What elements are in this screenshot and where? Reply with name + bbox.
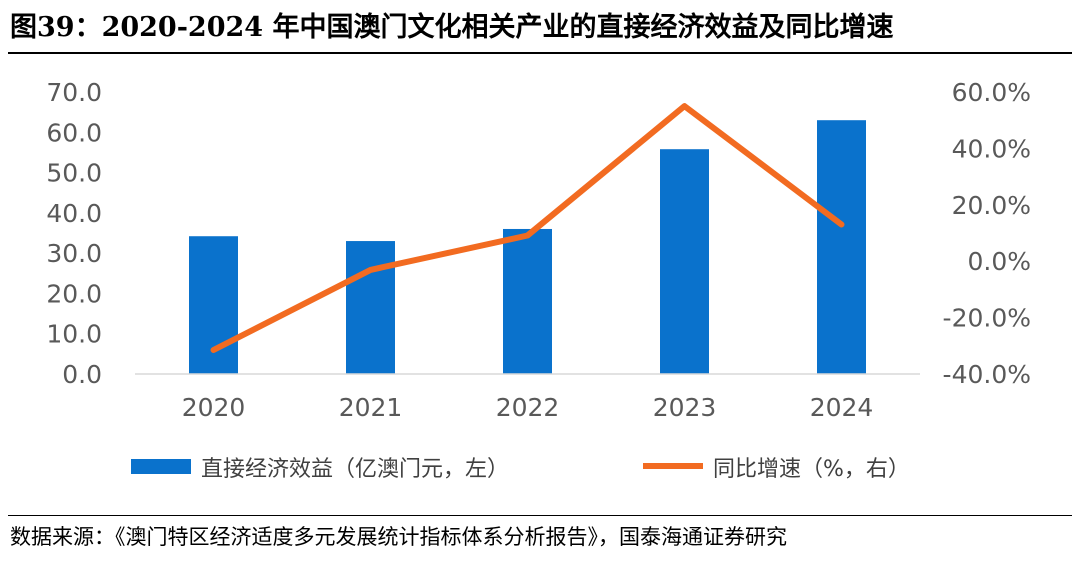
y-left-tick-label: 50.0 <box>46 159 102 188</box>
legend-label-bar: 直接经济效益（亿澳门元，左） <box>201 457 509 482</box>
y-right-tick-label: 0.0% <box>967 247 1031 276</box>
title-divider <box>8 52 1072 54</box>
y-left-tick-label: 30.0 <box>46 239 102 268</box>
y-right-tick-label: -20.0% <box>943 304 1031 333</box>
source-divider <box>8 515 1072 516</box>
legend: 直接经济效益（亿澳门元，左） 同比增速（%，右） <box>131 457 910 482</box>
bar-2023 <box>660 149 709 374</box>
bar-2024 <box>817 120 866 374</box>
series-line-growth <box>210 103 845 353</box>
x-tick-label: 2023 <box>653 393 717 422</box>
y-right-tick-label: 60.0% <box>952 78 1031 107</box>
y-left-tick-label: 10.0 <box>46 320 102 349</box>
y-left-tick-label: 0.0 <box>62 360 102 389</box>
bar-2022 <box>503 228 552 374</box>
legend-swatch-bar <box>131 459 191 474</box>
y-left-tick-label: 20.0 <box>46 279 102 308</box>
chart-title: 图39：2020-2024 年中国澳门文化相关产业的直接经济效益及同比增速 <box>10 12 894 43</box>
bar-2021 <box>346 241 395 374</box>
chart: 0.0 10.0 20.0 30.0 40.0 50.0 60.0 70.0 -40.0% -2… <box>46 78 1031 482</box>
x-tick-label: 2021 <box>339 393 403 422</box>
legend-label-line: 同比增速（%，右） <box>713 457 910 482</box>
bar-2020 <box>189 236 238 374</box>
y-right-tick-label: 40.0% <box>952 134 1031 163</box>
y-right-tick-label: 20.0% <box>952 191 1031 220</box>
y-left-tick-label: 70.0 <box>46 78 102 107</box>
x-tick-label: 2022 <box>496 393 560 422</box>
y-right-tick-label: -40.0% <box>943 360 1031 389</box>
x-tick-label: 2020 <box>182 393 246 422</box>
y-left-tick-label: 60.0 <box>46 118 102 147</box>
source-note: 数据来源：《澳门特区经济适度多元发展统计指标体系分析报告》，国泰海通证券研究 <box>10 525 787 549</box>
y-left-tick-label: 40.0 <box>46 199 102 228</box>
x-tick-label: 2024 <box>810 393 874 422</box>
